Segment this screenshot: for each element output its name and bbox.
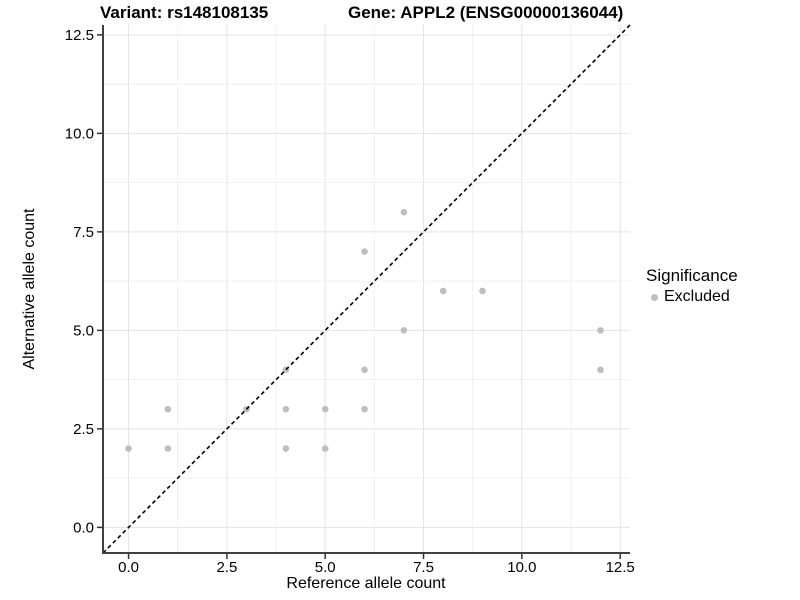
excluded-point-marker-icon xyxy=(651,293,658,301)
y-tick-label: 5.0 xyxy=(73,322,94,339)
data-point xyxy=(479,287,486,295)
data-point xyxy=(321,405,329,413)
x-axis-title: Reference allele count xyxy=(286,575,446,592)
data-point xyxy=(321,445,329,452)
x-tick-label: 2.5 xyxy=(216,559,237,576)
data-point xyxy=(400,208,408,216)
data-point xyxy=(400,327,408,334)
data-point xyxy=(597,366,604,374)
y-tick-label: 7.5 xyxy=(73,224,94,241)
legend-item-label: Excluded xyxy=(664,288,730,305)
chart-title-gene: Gene: APPL2 (ENSG00000136044) xyxy=(348,3,624,22)
data-point xyxy=(597,327,604,334)
x-tick-label: 10.0 xyxy=(507,559,536,576)
data-point xyxy=(125,445,132,452)
data-point xyxy=(282,405,290,413)
data-point xyxy=(361,366,368,374)
data-point xyxy=(282,445,290,452)
identity-line xyxy=(102,24,631,554)
legend-title: Significance xyxy=(646,266,738,285)
legend-item-excluded: Excluded xyxy=(646,288,738,306)
y-tick-label: 2.5 xyxy=(73,421,94,438)
data-point xyxy=(164,445,172,452)
data-point xyxy=(361,248,368,255)
data-point xyxy=(439,287,447,295)
data-point xyxy=(361,405,368,413)
x-tick-label: 12.5 xyxy=(606,559,635,576)
chart-title-variant: Variant: rs148108135 xyxy=(100,3,269,22)
y-axis-title: Alternative allele count xyxy=(21,208,38,370)
y-tick-label: 0.0 xyxy=(73,519,94,536)
y-tick-label: 10.0 xyxy=(65,125,94,142)
data-point xyxy=(164,405,172,413)
legend: Significance Excluded xyxy=(646,266,738,306)
x-tick-label: 7.5 xyxy=(413,559,434,576)
x-tick-label: 5.0 xyxy=(315,559,336,576)
x-tick-label: 0.0 xyxy=(118,559,139,576)
y-tick-label: 12.5 xyxy=(65,27,94,44)
